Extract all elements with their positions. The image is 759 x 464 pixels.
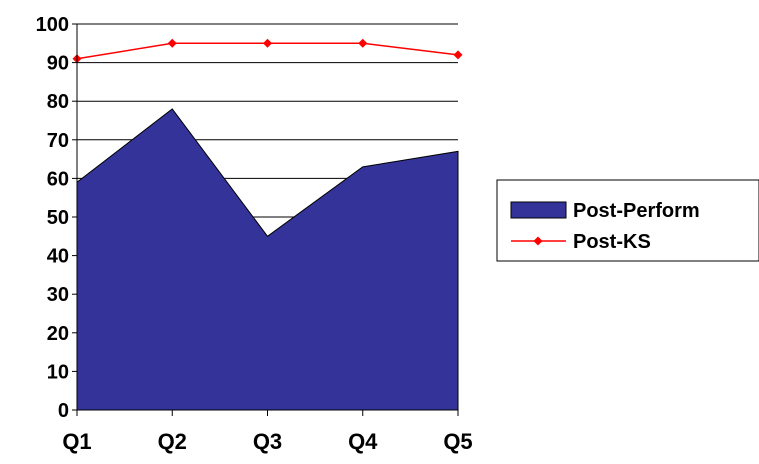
y-tick-label: 70 (47, 130, 69, 152)
axes: 0 10 20 30 40 50 60 70 80 90 100 Q1 Q2 Q3 Q4 Q5 (36, 14, 473, 454)
line-point-marker (167, 38, 177, 48)
y-tick-label: 60 (47, 168, 69, 190)
area-series-0 (76, 108, 459, 411)
legend-label: Post-KS (573, 231, 651, 253)
y-tick-label: 10 (47, 361, 69, 383)
legend-swatch-area (510, 201, 567, 219)
line-point-marker (453, 50, 463, 60)
y-tick-label: 100 (36, 14, 69, 36)
y-tick-label: 40 (47, 246, 69, 268)
x-tick-label: Q2 (158, 429, 187, 454)
line-series-layer (72, 38, 463, 64)
y-tick-label: 90 (47, 53, 69, 75)
legend-box (496, 179, 759, 262)
y-tick-label: 50 (47, 207, 69, 229)
x-tick-label: Q1 (62, 429, 91, 454)
legend: Post-Perform Post-KS (496, 179, 759, 262)
y-tick-label: 20 (47, 323, 69, 345)
legend-swatch-marker (533, 236, 543, 246)
y-tick-label: 80 (47, 91, 69, 113)
x-tick-label: Q3 (253, 429, 282, 454)
x-tick-label: Q5 (443, 429, 472, 454)
x-tick-label: Q4 (348, 429, 378, 454)
y-tick-label: 0 (58, 400, 69, 422)
legend-label: Post-Perform (573, 200, 700, 222)
y-tick-label: 30 (47, 284, 69, 306)
area-series-layer (76, 108, 459, 411)
line-point-marker (263, 38, 272, 48)
line-point-marker (358, 38, 368, 48)
